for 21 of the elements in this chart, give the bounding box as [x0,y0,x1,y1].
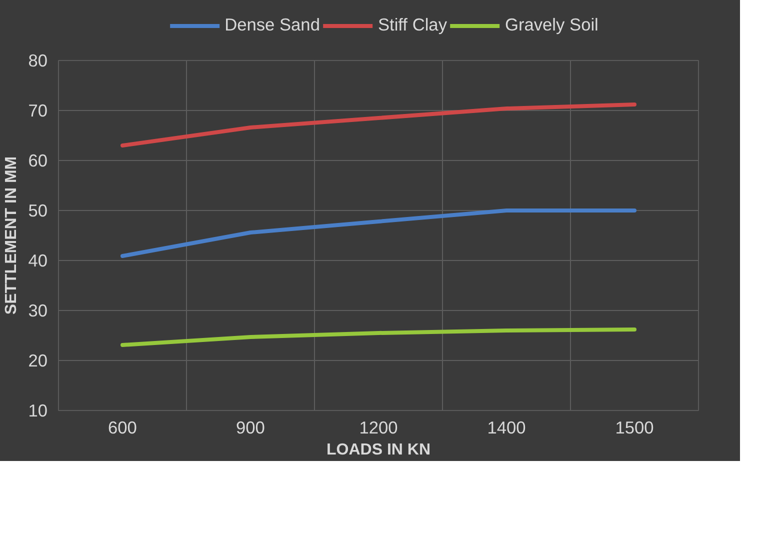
line-series [120,328,636,347]
y-tick-label: 70 [28,100,48,120]
y-tick-label: 20 [28,350,48,370]
legend-label: Stiff Clay [378,14,447,36]
line-series [120,208,636,258]
line-series [120,102,636,148]
y-tick-label: 50 [28,200,48,220]
y-tick-label: 60 [28,150,48,170]
y-tick-label: 80 [28,50,48,70]
x-tick-label: 600 [108,418,137,438]
x-axis-title: LOADS IN KN [326,442,430,458]
y-tick-label: 30 [28,300,48,320]
y-tick-label: 40 [28,250,48,270]
x-tick-label: 1500 [615,418,654,438]
y-tick-label: 10 [28,400,48,420]
x-tick-label: 1400 [487,418,526,438]
y-axis-title: SETTLEMENT IN MM [3,156,20,315]
x-tick-label: 900 [236,418,265,438]
x-tick-label: 1200 [359,418,398,438]
legend-label: Dense Sand [224,14,320,36]
legend-label: Gravely Soil [504,14,598,36]
